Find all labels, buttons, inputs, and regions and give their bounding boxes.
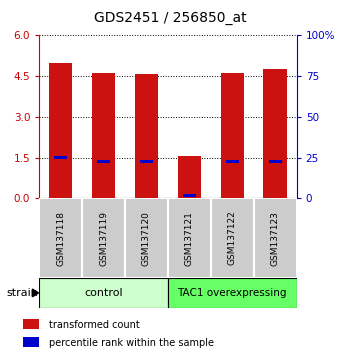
Text: percentile rank within the sample: percentile rank within the sample: [49, 338, 214, 348]
Bar: [39, 198, 82, 278]
Bar: [226, 160, 239, 163]
Bar: [269, 160, 282, 163]
Bar: [23, 319, 39, 329]
Text: transformed count: transformed count: [49, 320, 139, 330]
Bar: [23, 337, 39, 347]
Bar: [135, 74, 158, 198]
Text: GSM137122: GSM137122: [228, 211, 237, 266]
Bar: [140, 160, 153, 163]
Bar: [211, 198, 254, 278]
Text: GDS2451 / 256850_at: GDS2451 / 256850_at: [94, 11, 247, 25]
Bar: [168, 198, 211, 278]
Text: GSM137120: GSM137120: [142, 211, 151, 266]
Bar: [178, 156, 201, 198]
Bar: [92, 73, 115, 198]
Bar: [183, 194, 196, 197]
Bar: [54, 156, 67, 159]
Bar: [82, 198, 125, 278]
Bar: [221, 73, 244, 198]
Bar: [97, 160, 110, 163]
Text: strain: strain: [7, 288, 39, 298]
Bar: [39, 278, 168, 308]
Text: GSM137123: GSM137123: [271, 211, 280, 266]
Bar: [49, 63, 73, 198]
Text: GSM137121: GSM137121: [185, 211, 194, 266]
Bar: [263, 69, 287, 198]
Bar: [254, 198, 297, 278]
Text: GSM137118: GSM137118: [56, 211, 65, 266]
Text: control: control: [84, 288, 123, 298]
Text: TAC1 overexpressing: TAC1 overexpressing: [178, 288, 287, 298]
Bar: [168, 278, 297, 308]
Text: GSM137119: GSM137119: [99, 211, 108, 266]
Bar: [125, 198, 168, 278]
